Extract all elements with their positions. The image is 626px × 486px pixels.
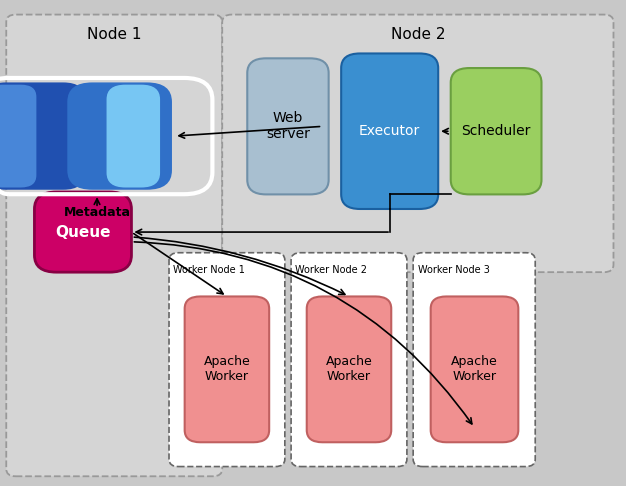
FancyBboxPatch shape [247,58,329,194]
FancyBboxPatch shape [0,83,85,190]
Text: Worker Node 3: Worker Node 3 [418,265,490,275]
FancyBboxPatch shape [291,253,407,467]
FancyBboxPatch shape [431,296,518,442]
FancyBboxPatch shape [341,53,438,209]
Text: Apache
Worker: Apache Worker [203,355,250,383]
Text: Scheduler: Scheduler [461,124,531,138]
Text: Worker Node 1: Worker Node 1 [173,265,245,275]
Text: Node 2: Node 2 [391,27,445,41]
Text: Worker Node 2: Worker Node 2 [295,265,367,275]
FancyBboxPatch shape [6,15,222,476]
Text: Node 1: Node 1 [87,27,141,41]
FancyBboxPatch shape [307,296,391,442]
Text: Apache
Worker: Apache Worker [326,355,372,383]
Text: Metadata: Metadata [63,206,131,219]
FancyBboxPatch shape [0,85,36,188]
FancyBboxPatch shape [106,85,160,188]
Text: Apache
Worker: Apache Worker [451,355,498,383]
Text: Web
server: Web server [266,111,310,141]
Text: Executor: Executor [359,124,420,138]
FancyBboxPatch shape [185,296,269,442]
FancyBboxPatch shape [222,15,613,272]
FancyBboxPatch shape [413,253,535,467]
FancyBboxPatch shape [451,68,541,194]
FancyBboxPatch shape [34,192,131,272]
FancyBboxPatch shape [169,253,285,467]
Text: Queue: Queue [55,225,111,240]
FancyBboxPatch shape [68,83,172,190]
